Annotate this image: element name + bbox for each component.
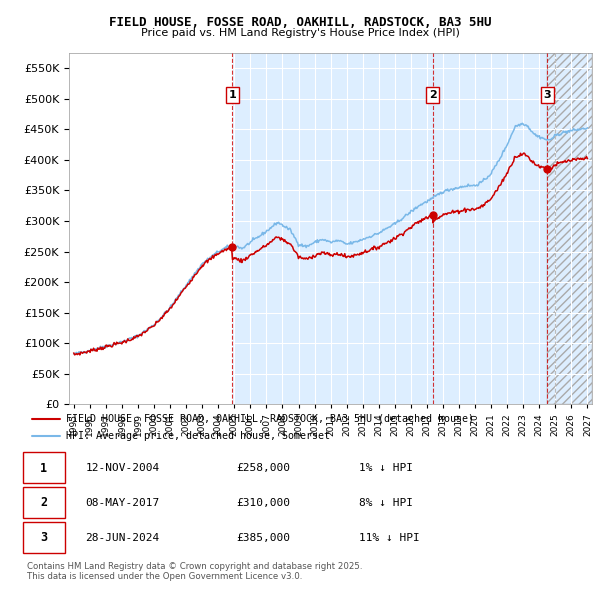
FancyBboxPatch shape [23,487,65,518]
Bar [547,53,592,404]
Bar [232,53,592,404]
Text: Price paid vs. HM Land Registry's House Price Index (HPI): Price paid vs. HM Land Registry's House … [140,28,460,38]
FancyBboxPatch shape [23,452,65,483]
Bar [69,53,232,404]
Text: Contains HM Land Registry data © Crown copyright and database right 2025.
This d: Contains HM Land Registry data © Crown c… [27,562,362,581]
Text: £258,000: £258,000 [236,463,290,473]
Text: 11% ↓ HPI: 11% ↓ HPI [359,533,419,543]
Text: 3: 3 [40,532,47,545]
Text: 2: 2 [428,90,436,100]
Text: 1: 1 [228,90,236,100]
Text: 3: 3 [544,90,551,100]
Text: £310,000: £310,000 [236,498,290,508]
Text: FIELD HOUSE, FOSSE ROAD, OAKHILL, RADSTOCK, BA3 5HU (detached house): FIELD HOUSE, FOSSE ROAD, OAKHILL, RADSTO… [66,414,474,424]
Bar [547,53,592,404]
Text: 1: 1 [40,461,47,474]
Text: £385,000: £385,000 [236,533,290,543]
Text: 12-NOV-2004: 12-NOV-2004 [85,463,160,473]
FancyBboxPatch shape [23,522,65,553]
Text: HPI: Average price, detached house, Somerset: HPI: Average price, detached house, Some… [66,431,330,441]
Text: FIELD HOUSE, FOSSE ROAD, OAKHILL, RADSTOCK, BA3 5HU: FIELD HOUSE, FOSSE ROAD, OAKHILL, RADSTO… [109,16,491,29]
Text: 1% ↓ HPI: 1% ↓ HPI [359,463,413,473]
Text: 2: 2 [40,496,47,510]
Text: 28-JUN-2024: 28-JUN-2024 [85,533,160,543]
Text: 08-MAY-2017: 08-MAY-2017 [85,498,160,508]
Text: 8% ↓ HPI: 8% ↓ HPI [359,498,413,508]
